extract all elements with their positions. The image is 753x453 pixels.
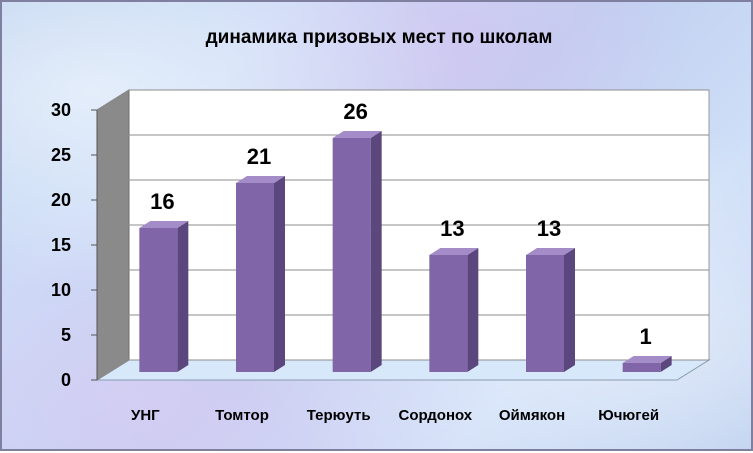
x-tick-label: Томтор: [215, 407, 269, 424]
x-tick-label: Оймякон: [499, 407, 565, 424]
bar-top: [622, 356, 672, 363]
data-label: 16: [150, 189, 174, 214]
bar: [139, 221, 189, 372]
gridlines: [96, 89, 709, 381]
data-label: 26: [343, 99, 367, 124]
bar-side: [274, 176, 285, 372]
x-tick-label: Ючюгей: [598, 407, 659, 424]
bar-side: [177, 221, 189, 372]
gridline-side: [96, 179, 130, 201]
bar-top: [526, 248, 575, 255]
bar-front: [332, 138, 371, 372]
y-tick-label: 15: [51, 235, 71, 255]
bar-top: [139, 221, 189, 228]
x-tick-label: Терюуть: [307, 407, 371, 424]
bar-side: [370, 131, 382, 372]
data-label: 1: [640, 324, 652, 349]
gridline-side: [96, 89, 130, 111]
data-label: 21: [247, 144, 271, 169]
floor: [95, 359, 711, 381]
bar-top: [332, 131, 382, 138]
bar: [332, 131, 382, 372]
bar-front: [236, 183, 274, 372]
data-label: 13: [537, 216, 561, 241]
bar-side: [467, 248, 479, 372]
gridline-side: [96, 359, 130, 381]
chart-title: динамика призовых мест по школам: [206, 27, 553, 48]
y-tick-label: 20: [51, 190, 71, 210]
bar: [622, 356, 672, 372]
y-axis: 0 5 10 15 20 25 30: [51, 100, 98, 390]
bar-top: [236, 176, 285, 183]
x-axis: УНГ Томтор Терюуть Сордонох Оймякон Ючюгей: [131, 407, 659, 424]
bar-front: [429, 255, 468, 372]
bar: [236, 176, 285, 372]
gridline-side: [96, 314, 130, 336]
y-tick-label: 30: [51, 100, 71, 120]
bar-front: [526, 255, 564, 372]
x-tick-label: Сордонох: [398, 407, 472, 424]
bar-top: [429, 248, 479, 255]
data-label: 13: [440, 216, 464, 241]
gridline-side: [96, 224, 130, 246]
bar: [526, 248, 575, 372]
bar-front: [622, 363, 661, 372]
bar: [429, 248, 479, 372]
bars: 16 21 26 13 13 1: [139, 99, 672, 372]
bar-side: [564, 248, 575, 372]
gridline-side: [96, 269, 130, 291]
chart-walls: [95, 89, 711, 381]
y-tick-label: 0: [61, 370, 71, 390]
x-tick-label: УНГ: [131, 407, 160, 424]
bar-side: [660, 356, 672, 372]
y-tick-label: 25: [51, 145, 71, 165]
y-tick-label: 10: [51, 280, 71, 300]
y-tick-label: 5: [61, 325, 71, 345]
bar-front: [139, 228, 178, 372]
gridline-side: [96, 134, 130, 156]
